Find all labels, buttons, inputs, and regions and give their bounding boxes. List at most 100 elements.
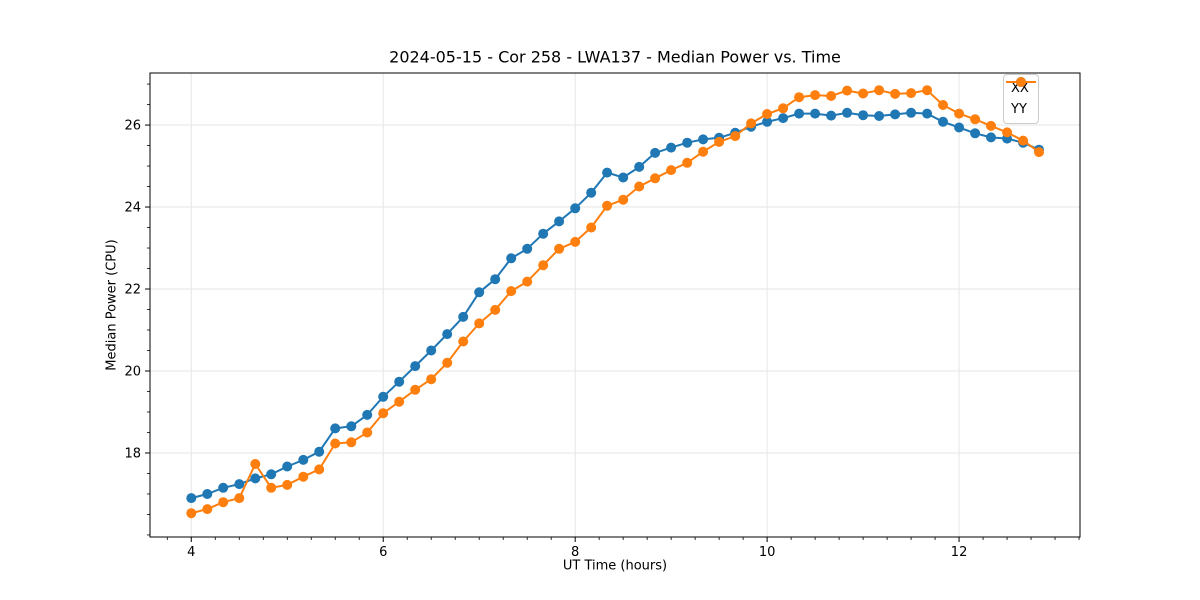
- x-tick-label: 10: [759, 545, 776, 560]
- series-yy-marker: [954, 108, 965, 119]
- series-xx-marker: [794, 108, 805, 119]
- series-yy-marker: [938, 100, 948, 110]
- series-xx-marker: [618, 172, 629, 183]
- series-yy-marker: [474, 318, 485, 329]
- series-yy-marker: [282, 479, 293, 490]
- series-xx-marker: [202, 489, 213, 499]
- x-tick-label: 12: [951, 545, 968, 560]
- series-yy-marker: [330, 438, 341, 449]
- legend-label: YY: [1011, 102, 1027, 117]
- series-yy-marker: [762, 109, 773, 119]
- legend-item-yy: YY: [1006, 77, 1036, 119]
- series-yy-marker: [554, 243, 565, 254]
- y-axis-label: Median Power (CPU): [104, 239, 120, 371]
- series-xx-marker: [698, 134, 709, 145]
- series-xx-marker: [378, 391, 389, 402]
- series-yy-marker: [586, 222, 597, 233]
- series-yy-marker: [394, 396, 405, 407]
- series-yy-marker: [666, 165, 677, 176]
- series-yy-marker: [250, 459, 261, 469]
- series-xx-marker: [762, 116, 773, 127]
- series-xx-marker: [186, 493, 197, 504]
- series-xx-marker: [922, 108, 933, 119]
- series-xx-marker: [986, 132, 996, 143]
- series-yy-marker: [714, 136, 725, 147]
- series-yy-marker: [906, 88, 917, 99]
- series-yy-marker: [522, 276, 533, 287]
- series-xx-marker: [810, 108, 821, 119]
- series-yy-marker: [1034, 147, 1044, 158]
- series-yy-marker: [234, 493, 245, 504]
- x-tick-label: 8: [571, 545, 579, 560]
- series-xx-marker: [874, 111, 885, 121]
- y-tick-label: 22: [124, 283, 141, 298]
- series-yy-marker: [922, 85, 933, 96]
- series-xx-marker: [362, 409, 373, 420]
- series-xx-marker: [954, 122, 965, 133]
- y-tick-label: 26: [124, 119, 141, 134]
- y-tick-label: 18: [124, 446, 141, 461]
- series-xx-marker: [666, 142, 677, 153]
- series-xx-marker: [570, 203, 581, 214]
- series-xx-marker: [506, 253, 517, 264]
- series-yy-marker: [634, 181, 645, 192]
- series-yy-marker: [698, 146, 709, 157]
- series-xx-marker: [826, 110, 837, 121]
- series-xx-marker: [538, 228, 549, 239]
- series-xx-marker: [234, 479, 245, 490]
- series-yy-marker: [506, 286, 517, 297]
- series-yy-marker: [730, 131, 741, 142]
- series-yy-marker: [362, 427, 373, 438]
- series-xx-marker: [842, 107, 853, 118]
- series-yy-marker: [890, 88, 901, 99]
- series-yy-marker: [826, 91, 837, 101]
- series-yy-marker: [346, 437, 357, 448]
- series-xx-marker: [490, 274, 501, 285]
- legend-line-marker-icon: [1006, 77, 1036, 87]
- series-yy-marker: [650, 173, 661, 184]
- x-tick-label: 4: [187, 545, 195, 560]
- series-xx-marker: [522, 243, 533, 254]
- series-yy-marker: [602, 200, 613, 211]
- series-yy-marker: [682, 157, 693, 168]
- series-xx-line: [190, 111, 1040, 500]
- series-xx-marker: [218, 482, 229, 493]
- y-tick-label: 24: [124, 201, 141, 216]
- series-yy-marker: [186, 508, 197, 519]
- series-yy-marker: [298, 471, 309, 482]
- series-yy-marker: [490, 304, 501, 315]
- series-xx-marker: [890, 109, 901, 120]
- series-xx-marker: [426, 345, 437, 356]
- x-tick-label: 6: [379, 545, 387, 560]
- series-yy-marker: [842, 85, 853, 96]
- series-xx-marker: [282, 461, 293, 472]
- chart-title: 2024-05-15 - Cor 258 - LWA137 - Median P…: [389, 47, 841, 67]
- series-xx-marker: [314, 446, 325, 457]
- series-yy-marker: [458, 336, 469, 347]
- series-yy-marker: [410, 384, 421, 395]
- series-yy-marker: [570, 236, 581, 247]
- series-yy-marker: [378, 408, 389, 419]
- series-yy-marker: [986, 120, 996, 131]
- series-xx-marker: [682, 137, 693, 148]
- series-xx-marker: [394, 376, 405, 387]
- series-yy-marker: [266, 482, 277, 493]
- series-xx-marker: [858, 110, 869, 121]
- series-yy-marker: [746, 118, 757, 129]
- series-xx-marker: [250, 473, 261, 484]
- series-yy-marker: [874, 85, 885, 96]
- series-xx-marker: [330, 423, 341, 434]
- axes-box: [149, 72, 1081, 538]
- series-xx-marker: [650, 147, 661, 158]
- series-xx-marker: [346, 421, 357, 432]
- series-yy-marker: [970, 114, 981, 125]
- series-yy-marker: [1018, 135, 1029, 146]
- series-xx-marker: [298, 454, 309, 465]
- series-yy-marker: [218, 497, 229, 508]
- series-xx-marker: [410, 361, 421, 372]
- series-xx-marker: [474, 287, 485, 298]
- x-axis-label: UT Time (hours): [562, 558, 668, 574]
- series-yy-marker: [618, 194, 629, 205]
- series-xx-marker: [938, 116, 948, 127]
